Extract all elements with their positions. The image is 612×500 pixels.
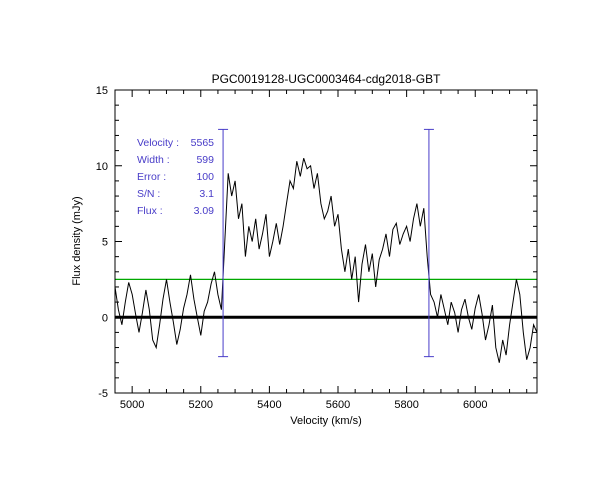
hi-spectrum-line xyxy=(114,158,538,363)
annotation-value-1: 599 xyxy=(196,154,214,166)
plot-frame xyxy=(114,89,538,394)
x-tick-label: 6000 xyxy=(463,399,487,411)
x-tick-label: 5200 xyxy=(189,399,213,411)
annotation-value-3: 3.1 xyxy=(199,188,214,200)
annotation-label-4: Flux : xyxy=(137,205,163,217)
x-tick-label: 5400 xyxy=(257,399,281,411)
annotation-label-0: Velocity : xyxy=(137,137,179,149)
y-tick-label: 5 xyxy=(102,237,108,249)
x-axis-label: Velocity (km/s) xyxy=(290,415,362,427)
annotation-label-3: S/N : xyxy=(137,188,160,200)
annotation-value-0: 5565 xyxy=(191,137,215,149)
x-tick-label: 5600 xyxy=(326,399,350,411)
plot-layers: 5000 5200 5400 5600 5800 6000 -5 0 5 10 15 Velocity… xyxy=(96,85,538,411)
y-tick-label: -5 xyxy=(98,388,108,400)
x-tick-label: 5800 xyxy=(394,399,418,411)
y-tick-label: 0 xyxy=(102,312,108,324)
annotation-value-4: 3.09 xyxy=(194,205,215,217)
chart-title: PGC0019128-UGC0003464-cdg2018-GBT xyxy=(212,72,441,86)
annotation-label-2: Error : xyxy=(137,171,166,183)
annotation-value-2: 100 xyxy=(196,171,214,183)
x-tick-label: 5000 xyxy=(120,399,144,411)
y-tick-label: 10 xyxy=(96,161,108,173)
y-axis-label: Flux density (mJy) xyxy=(71,196,83,285)
y-tick-label: 15 xyxy=(96,85,108,97)
annotation-label-1: Width : xyxy=(137,154,170,166)
